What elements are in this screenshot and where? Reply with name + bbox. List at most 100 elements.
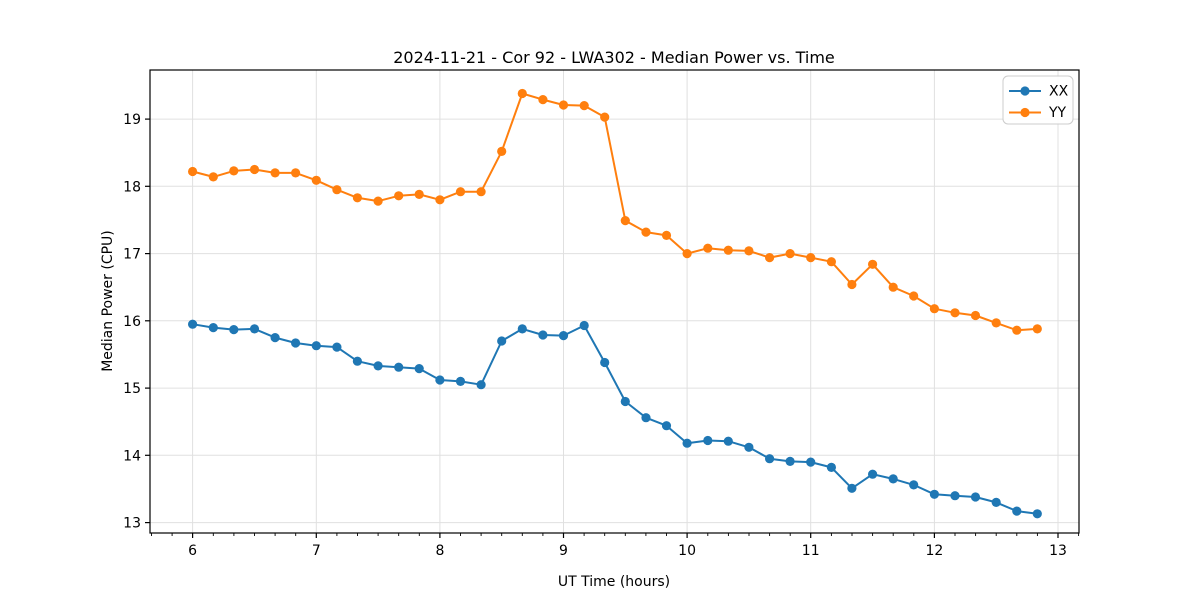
series-YY-point [641, 227, 651, 237]
legend-label-yy: YY [1048, 105, 1067, 121]
series-XX-point [661, 421, 672, 431]
series-YY-point [1032, 324, 1042, 334]
series-XX-point [538, 330, 548, 340]
series-YY-point [579, 101, 589, 111]
y-tick-label: 17 [123, 247, 141, 263]
series-YY-point [950, 308, 960, 318]
y-tick-label: 14 [123, 448, 141, 464]
series-XX-point [682, 438, 692, 448]
series-YY-point [806, 253, 816, 263]
series-YY-point [435, 195, 445, 205]
series-YY-point [208, 172, 218, 182]
series-XX-point [950, 491, 960, 501]
series-XX-point [249, 324, 260, 334]
series-XX-point [455, 376, 466, 386]
x-tick-label: 10 [678, 543, 696, 559]
series-XX-point [909, 480, 919, 490]
series-YY-point [620, 216, 630, 226]
series-YY-point [682, 249, 692, 259]
series-XX-point [868, 469, 878, 479]
y-axis-label: Median Power (CPU) [100, 230, 116, 372]
series-YY-point [414, 189, 424, 199]
series-YY-point [847, 279, 857, 290]
series-XX-point [352, 356, 362, 366]
plot-layers: 6 7 8 9 10 11 12 13 13 14 15 16 17 18 19 [123, 69, 1080, 559]
series-YY-point [291, 168, 301, 178]
series-XX-point [970, 492, 981, 502]
series-XX-point [394, 362, 404, 372]
series-XX-point [847, 483, 857, 493]
series-YY-point [270, 168, 280, 178]
series-XX-point [332, 342, 342, 352]
series-XX-point [558, 331, 569, 341]
series-YY-point [703, 243, 713, 253]
series-YY-point [249, 164, 260, 175]
series-YY-point [188, 166, 198, 177]
series-YY-point [311, 175, 321, 185]
series-YY-point [352, 193, 362, 203]
series-YY-point [558, 100, 569, 110]
series-XX-point [785, 456, 795, 466]
series-YY-point [497, 146, 507, 156]
x-tick-label: 7 [312, 543, 321, 559]
series-XX-point [291, 338, 301, 348]
x-tick-label: 12 [925, 543, 943, 559]
x-tick-label: 11 [802, 543, 820, 559]
series-YY-point [929, 304, 940, 314]
series-XX-point [497, 336, 507, 346]
series-XX-point [888, 474, 898, 484]
legend-marker-yy [1020, 107, 1030, 118]
series-YY-point [970, 310, 981, 321]
series-YY-point [765, 253, 775, 263]
series-XX-point [1012, 506, 1022, 516]
series-YY-point [455, 187, 466, 197]
series-XX-point [188, 319, 198, 329]
series-YY-point [888, 282, 898, 292]
series-YY-point [373, 196, 383, 206]
series-YY-point [332, 185, 342, 195]
y-tick-label: 19 [123, 112, 141, 128]
series-YY-point [826, 257, 837, 267]
x-tick-label: 9 [559, 543, 568, 559]
series-XX-point [929, 489, 940, 499]
legend-label-xx: XX [1049, 84, 1069, 100]
series-XX-point [270, 333, 280, 343]
axes-frame [149, 69, 1080, 534]
series-YY-point [868, 259, 878, 269]
series-YY-point [723, 245, 733, 255]
x-axis-label: UT Time (hours) [558, 574, 670, 590]
legend-marker-xx [1020, 86, 1030, 96]
series-YY-point [785, 249, 795, 259]
y-tick-label: 18 [123, 179, 141, 195]
series-XX-point [435, 375, 445, 385]
chart-title: 2024-11-21 - Cor 92 - LWA302 - Median Po… [393, 48, 835, 67]
series-XX-point [229, 325, 239, 335]
series-YY-point [394, 191, 404, 201]
series-XX-point [311, 341, 321, 351]
x-tick-label: 8 [435, 543, 444, 559]
series-YY-point [909, 291, 919, 301]
series-YY-point [744, 246, 754, 256]
series-YY-point [229, 166, 239, 176]
x-tick-label: 13 [1049, 543, 1067, 559]
y-tick-label: 13 [123, 516, 141, 532]
plot-area [150, 70, 1079, 533]
series-XX-point [414, 364, 424, 374]
series-XX-point [579, 320, 589, 331]
series-YY-point [476, 187, 486, 197]
series-YY-point [1012, 325, 1022, 335]
series-YY-point [991, 318, 1001, 328]
series-XX-point [208, 323, 218, 333]
series-XX-point [991, 497, 1001, 507]
y-tick-label: 15 [123, 381, 141, 397]
series-YY-point [538, 95, 548, 105]
series-XX-point [620, 396, 630, 407]
series-XX-point [517, 324, 527, 334]
x-tick-label: 6 [188, 543, 197, 559]
series-YY-point [517, 88, 527, 99]
series-YY-point [600, 112, 610, 122]
series-XX-point [744, 442, 754, 452]
series-YY-point [661, 230, 672, 240]
